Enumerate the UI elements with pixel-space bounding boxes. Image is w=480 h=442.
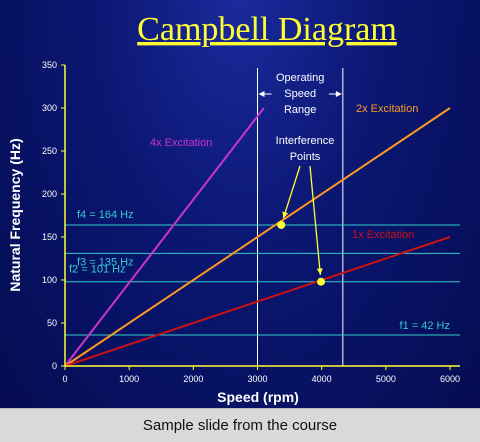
y-tick-label: 0 [52, 361, 57, 371]
natural-frequency-label: f4 = 164 Hz [77, 209, 134, 221]
excitation-line [64, 107, 265, 367]
excitation-line [64, 107, 451, 367]
frequency-lines-group [65, 224, 460, 336]
interference-arrow [309, 165, 322, 275]
excitation-label: 1x Excitation [352, 229, 414, 241]
excitation-label: 4x Excitation [150, 137, 212, 149]
operating-range-label-line: Range [284, 104, 316, 116]
interference-arrowhead [282, 211, 289, 219]
interference-arrow [282, 165, 301, 219]
excitation-line [64, 236, 451, 367]
natural-frequency-label: f2 = 101 Hz [69, 264, 126, 276]
x-tick-label: 6000 [440, 374, 460, 384]
y-tick-label: 150 [42, 232, 57, 242]
points-group [277, 220, 326, 286]
operating-range-label-line: Speed [284, 88, 316, 100]
operating-range-label-line: Operating [276, 72, 324, 84]
x-tick-label: 0 [62, 374, 67, 384]
y-tick-label: 250 [42, 146, 57, 156]
annotations-group: Operating Speed Range f4 = 164 Hz f3 = 135 H… [69, 72, 450, 332]
y-axis-title: Natural Frequency (Hz) [7, 138, 23, 291]
operating-range-arrowhead-left [258, 91, 265, 97]
y-tick-label: 100 [42, 275, 57, 285]
y-tick-label: 200 [42, 189, 57, 199]
campbell-chart: Campbell Diagram 0 1000 2000 3000 4000 5000 60… [7, 11, 460, 405]
ticks-group: 0 1000 2000 3000 4000 5000 6000 0 50 100 150 200 250… [42, 60, 460, 384]
operating-range-arrowhead-right [335, 91, 342, 97]
interference-point [317, 277, 326, 286]
y-tick-label: 50 [47, 318, 57, 328]
series-group [64, 107, 451, 367]
axes-group [64, 65, 460, 367]
interference-label-line: Points [290, 151, 321, 163]
interference-arrowhead [316, 268, 323, 275]
excitation-label: 2x Excitation [356, 103, 418, 115]
y-tick-label: 350 [42, 60, 57, 70]
interference-label-line: Interference [276, 135, 335, 147]
natural-frequency-label: f3 = 135 Hz [77, 256, 134, 268]
x-tick-label: 5000 [376, 374, 396, 384]
x-tick-label: 3000 [247, 374, 267, 384]
chart-title: Campbell Diagram [137, 11, 397, 48]
slide-caption: Sample slide from the course [0, 408, 480, 442]
y-tick-label: 300 [42, 103, 57, 113]
x-tick-label: 2000 [183, 374, 203, 384]
x-tick-label: 1000 [119, 374, 139, 384]
interference-point [277, 220, 286, 229]
slide: Campbell Diagram 0 1000 2000 3000 4000 5000 60… [0, 0, 480, 408]
natural-frequency-label: f1 = 42 Hz [400, 320, 450, 332]
x-tick-label: 4000 [312, 374, 332, 384]
x-axis-title: Speed (rpm) [217, 389, 299, 405]
